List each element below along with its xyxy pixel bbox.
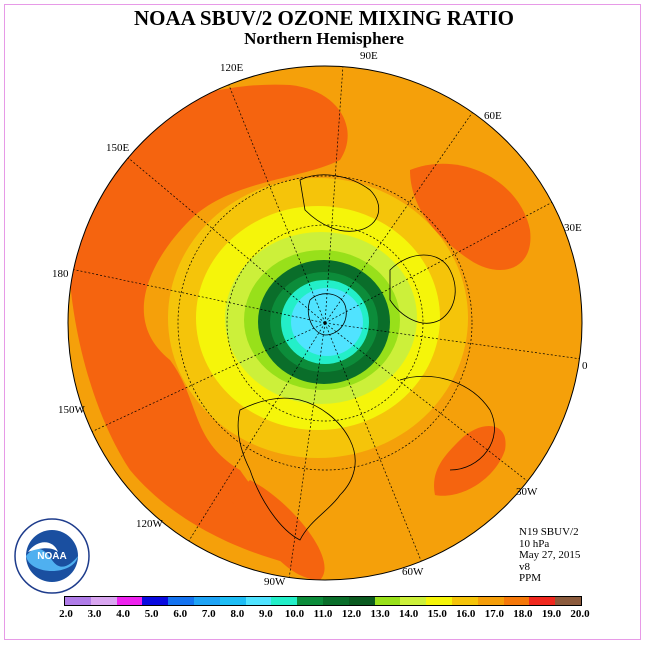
longitude-label: 90W <box>264 576 286 588</box>
europe-coast <box>399 375 495 471</box>
colorbar-swatch <box>451 597 478 605</box>
meridian-line <box>324 112 473 324</box>
longitude-label: 60W <box>402 566 424 578</box>
siberia-coast <box>299 174 380 232</box>
meridian-line <box>288 322 326 578</box>
colorbar-swatch <box>193 597 220 605</box>
ozone-region-17-18-atlantic <box>434 426 506 496</box>
level-label: 10 hPa <box>519 537 550 550</box>
longitude-label: 120W <box>136 518 163 530</box>
colorbar-swatch <box>168 597 194 605</box>
colorbar-swatch <box>142 597 169 605</box>
colorbar-tick-label: 2.0 <box>59 608 73 620</box>
colorbar-tick-label: 7.0 <box>201 608 216 620</box>
longitude-label: 150E <box>106 142 130 154</box>
date-label: May 27, 2015 <box>519 549 581 561</box>
meridian-line <box>127 157 326 324</box>
coastlines <box>237 174 495 541</box>
map-title: NOAA SBUV/2 OZONE MIXING RATIO <box>134 6 514 30</box>
latitude-circle-60 <box>177 175 473 471</box>
meridian-line <box>324 66 344 324</box>
ozone-region-17-18-west <box>68 84 348 571</box>
longitude-label: 60E <box>484 110 502 122</box>
page-frame <box>4 4 641 640</box>
longitude-label: 90E <box>360 50 378 62</box>
meridians <box>73 66 580 578</box>
colorbar-tick-label: 20.0 <box>570 608 590 620</box>
colorbar-swatch <box>322 597 349 605</box>
meridian-line <box>188 322 326 542</box>
colorbar-tick-label: 13.0 <box>370 608 390 620</box>
colorbar-swatch <box>90 597 117 605</box>
ozone-region-17-18-pacific <box>230 480 325 580</box>
logo-text: NOAA <box>37 551 66 562</box>
map-border <box>67 65 583 581</box>
colorbar-tick-label: 18.0 <box>513 608 533 620</box>
colorbar-swatch <box>297 597 323 605</box>
graticule <box>177 175 473 471</box>
meridian-line <box>91 322 326 432</box>
colorbar-tick-label: 14.0 <box>399 608 419 620</box>
colorbar-swatch <box>477 597 504 605</box>
longitude-label: 180 <box>52 268 69 280</box>
colorbar-swatch <box>529 597 556 605</box>
colorbar-swatch <box>219 597 246 605</box>
colorbar-tick-label: 12.0 <box>341 608 362 620</box>
latitude-circle-70 <box>226 224 424 422</box>
colorbar-swatch <box>555 597 581 605</box>
info-block: N19 SBUV/2 10 hPa May 27, 2015 v8 PPM <box>519 526 581 585</box>
colorbar-tick-label: 10.0 <box>284 608 305 620</box>
colorbar <box>64 596 582 606</box>
north-america-coast <box>237 397 356 541</box>
colorbar-tick-label: 16.0 <box>456 608 476 620</box>
map-subtitle: Northern Hemisphere <box>244 29 404 48</box>
scandinavia-coast <box>389 254 456 324</box>
colorbar-swatch <box>503 597 530 605</box>
version-label: v8 <box>519 560 530 573</box>
ozone-field <box>68 66 582 580</box>
units-label: PPM <box>519 572 542 584</box>
meridian-line <box>324 202 553 324</box>
colorbar-tick-label: 4.0 <box>116 608 130 620</box>
longitude-label: 30W <box>516 486 538 498</box>
meridian-line <box>324 322 528 482</box>
colorbar-tick-label: 11.0 <box>313 608 333 620</box>
colorbar-ticks: 2.0 3.0 4.0 5.0 6.0 7.0 8.0 9.0 10.0 11.0 12.0 13.0… <box>0 608 648 622</box>
colorbar-swatch <box>348 597 375 605</box>
colorbar-tick-label: 19.0 <box>541 608 562 620</box>
meridian-line <box>73 269 326 324</box>
colorbar-swatch <box>426 597 452 605</box>
longitude-label: 30E <box>564 222 582 234</box>
colorbar-tick-label: 15.0 <box>427 608 447 620</box>
longitude-label: 120E <box>220 62 244 74</box>
longitude-label: 0 <box>582 360 588 372</box>
colorbar-swatch <box>374 597 401 605</box>
colorbar-swatch <box>245 597 272 605</box>
colorbar-tick-label: 8.0 <box>230 608 245 620</box>
colorbar-tick-label: 9.0 <box>259 608 273 620</box>
colorbar-tick-label: 17.0 <box>484 608 504 620</box>
ozone-region-17-18-europe <box>410 163 531 270</box>
colorbar-swatch <box>271 597 298 605</box>
colorbar-tick-label: 5.0 <box>144 608 159 620</box>
meridian-line <box>228 84 326 324</box>
colorbar-swatch <box>400 597 427 605</box>
noaa-logo: NOAA <box>14 518 90 594</box>
colorbar-swatch <box>116 597 143 605</box>
meridian-line <box>324 322 580 360</box>
colorbar-tick-label: 6.0 <box>173 608 188 620</box>
satellite-label: N19 SBUV/2 <box>519 526 579 538</box>
colorbar-swatch <box>65 597 91 605</box>
longitude-label: 150W <box>58 404 85 416</box>
colorbar-tick-label: 3.0 <box>87 608 102 620</box>
meridian-line <box>324 322 422 562</box>
